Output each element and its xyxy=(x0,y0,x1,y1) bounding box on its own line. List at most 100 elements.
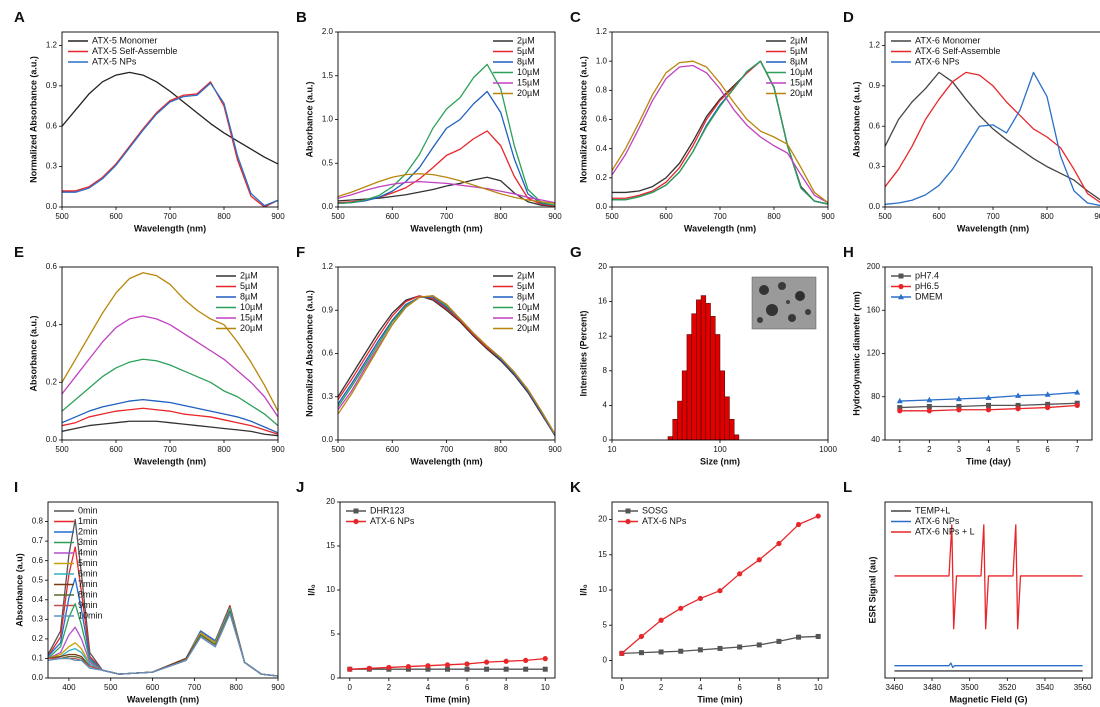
plot-area xyxy=(62,71,278,207)
marker xyxy=(1015,406,1021,412)
y-tick-label: 0.0 xyxy=(322,435,334,444)
y-axis-label: ESR Signal (au) xyxy=(867,556,877,623)
legend-label: ATX-6 NPs xyxy=(915,516,960,526)
legend-label: 20µM xyxy=(517,88,540,98)
x-tick-label: 600 xyxy=(109,445,123,454)
marker xyxy=(1044,391,1051,397)
x-tick-label: 700 xyxy=(440,212,454,221)
marker xyxy=(386,664,392,671)
legend-marker xyxy=(353,508,359,514)
panel: L 3460 3480 3500 3520 3540 3560 Magnetic Field … xyxy=(843,479,1093,704)
panel: G 10 100 1000 0 4 8 12 16 20 Size (nm) Intensities … xyxy=(570,244,837,466)
marker xyxy=(678,605,684,611)
legend-label: DMEM xyxy=(915,291,943,301)
legend-label: 1min xyxy=(78,516,98,526)
marker xyxy=(1015,392,1022,398)
panel: D 500 600 700 800 900 0.0 0.3 0.6 0.9 1.2 Wavelengt… xyxy=(843,9,1100,233)
x-tick-label: 10 xyxy=(608,445,617,454)
panel: C 500 600 700 800 900 0.0 0.2 0.4 0.6 0.8 1.0 1.2 Wav… xyxy=(570,9,835,233)
y-tick-label: 40 xyxy=(871,435,880,444)
marker xyxy=(697,647,703,653)
y-tick-label: 0.5 xyxy=(32,575,44,584)
marker xyxy=(444,662,451,668)
y-tick-label: 12 xyxy=(598,331,607,340)
y-tick-label: 20 xyxy=(326,497,335,506)
panel: I 400 500 600 700 800 900 0.0 0.1 0.2 0.3 0.4 0.5 0.6… xyxy=(14,479,285,704)
plot-frame xyxy=(611,501,829,679)
marker xyxy=(658,649,664,655)
y-tick-label: 0.2 xyxy=(46,377,58,386)
y-tick-label: 0.6 xyxy=(32,556,44,565)
plot-frame xyxy=(611,266,829,441)
x-tick-label: 500 xyxy=(104,683,118,692)
marker xyxy=(985,394,992,401)
marker xyxy=(956,403,962,409)
legend-label: 8µM xyxy=(240,291,258,301)
plot-frame xyxy=(884,501,1093,679)
plot-frame xyxy=(339,501,556,679)
series-line xyxy=(338,296,555,437)
legend-label: 4min xyxy=(78,547,98,557)
y-axis-label: Hydrodynamic diameter (nm) xyxy=(851,291,861,416)
legend-label: 5µM xyxy=(790,46,808,56)
x-axis-label: Time (min) xyxy=(425,694,470,704)
marker xyxy=(638,650,644,656)
x-tick-label: 800 xyxy=(1040,212,1054,221)
x-tick-label: 3480 xyxy=(923,683,941,692)
marker xyxy=(347,666,353,672)
legend-label: 2µM xyxy=(517,270,535,280)
y-tick-label: 200 xyxy=(867,262,881,271)
marker xyxy=(542,666,548,672)
legend-label: 6min xyxy=(78,568,98,578)
y-axis-label: Absorbance (a.u) xyxy=(14,553,24,627)
series-line xyxy=(612,64,828,204)
y-tick-label: 0.3 xyxy=(32,614,44,623)
bar xyxy=(691,313,697,440)
marker xyxy=(986,402,991,408)
x-tick-label: 900 xyxy=(271,212,285,221)
x-axis-label: Wavelength (nm) xyxy=(684,223,756,233)
x-tick-label: 700 xyxy=(440,445,454,454)
marker xyxy=(717,645,723,651)
legend-marker xyxy=(625,508,631,514)
bar xyxy=(672,418,678,440)
y-tick-label: 20 xyxy=(598,262,607,271)
legend-label: 15µM xyxy=(790,77,813,87)
panel-letter: D xyxy=(843,9,854,26)
x-axis-label: Wavelength (nm) xyxy=(134,456,206,466)
marker xyxy=(658,617,664,623)
y-tick-label: 0.1 xyxy=(32,654,44,663)
x-tick-label: 500 xyxy=(55,445,69,454)
marker xyxy=(1074,389,1081,395)
bar xyxy=(724,396,730,440)
y-tick-label: 0.6 xyxy=(869,121,881,130)
series-line xyxy=(338,295,555,437)
legend-marker xyxy=(898,273,904,279)
panel-letter: A xyxy=(14,9,25,26)
legend-label: 8µM xyxy=(517,291,535,301)
x-tick-label: 900 xyxy=(548,212,562,221)
marker xyxy=(897,405,903,411)
x-tick-label: 500 xyxy=(605,212,619,221)
series-line xyxy=(62,358,278,427)
plot-area xyxy=(667,295,740,440)
marker xyxy=(445,666,450,672)
plot-frame xyxy=(337,31,556,208)
x-tick-label: 3 xyxy=(957,445,962,454)
panel-letter: H xyxy=(843,244,854,261)
x-tick-label: 4 xyxy=(698,683,703,692)
series-line xyxy=(48,610,278,677)
panel-letter: K xyxy=(570,479,581,496)
x-axis-label: Wavelength (nm) xyxy=(957,223,1029,233)
plot-frame xyxy=(337,266,556,441)
y-tick-label: 1.2 xyxy=(596,27,608,36)
marker xyxy=(503,666,509,672)
y-tick-label: 0.8 xyxy=(32,517,44,526)
x-tick-label: 700 xyxy=(163,212,177,221)
x-tick-label: 10 xyxy=(814,683,823,692)
bar xyxy=(715,334,721,440)
panel-letter: B xyxy=(296,9,307,26)
y-tick-label: 4 xyxy=(603,401,608,410)
legend-label: ATX-6 Monomer xyxy=(915,35,980,45)
plot-frame xyxy=(884,266,1093,441)
